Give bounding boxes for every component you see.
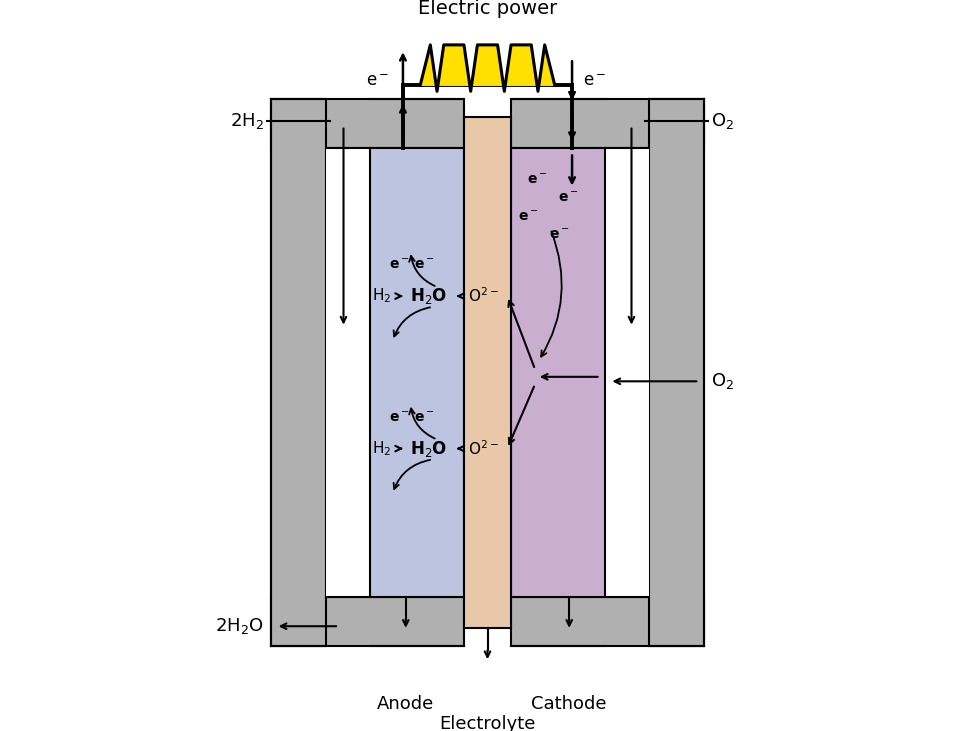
Text: H$_2$: H$_2$ [371, 287, 391, 306]
Text: O$_2$: O$_2$ [711, 371, 734, 391]
Bar [271, 99, 326, 646]
Text: O$^{2-}$: O$^{2-}$ [468, 439, 498, 458]
Text: Electrolyte: Electrolyte [440, 715, 535, 731]
Bar [511, 148, 605, 596]
Text: H$_2$: H$_2$ [371, 439, 391, 458]
Bar [649, 99, 704, 646]
Polygon shape [420, 45, 555, 91]
Bar [326, 148, 370, 596]
Text: e$^-$: e$^-$ [583, 72, 606, 90]
Text: 2H$_2$O: 2H$_2$O [215, 616, 264, 636]
Text: O$^{2-}$: O$^{2-}$ [468, 287, 498, 306]
Bar [511, 596, 704, 646]
Bar [605, 148, 649, 596]
Text: e$^-$: e$^-$ [389, 410, 410, 424]
Bar [271, 99, 464, 148]
Text: Electric power: Electric power [418, 0, 557, 18]
Bar [370, 148, 464, 596]
Bar [271, 596, 464, 646]
Text: H$_2$O: H$_2$O [410, 439, 448, 458]
Text: e$^-$: e$^-$ [367, 72, 389, 90]
Text: H$_2$O: H$_2$O [410, 286, 448, 306]
Text: Cathode: Cathode [531, 695, 607, 713]
Bar [464, 117, 511, 628]
Text: e$^-$: e$^-$ [389, 258, 410, 272]
Text: O$_2$: O$_2$ [711, 111, 734, 131]
Text: e$^-$: e$^-$ [518, 210, 538, 224]
Text: 2H$_2$: 2H$_2$ [230, 111, 264, 131]
Text: e$^-$: e$^-$ [413, 258, 434, 272]
Text: e$^-$: e$^-$ [558, 190, 578, 205]
Text: e$^-$: e$^-$ [413, 410, 434, 424]
Text: e$^-$: e$^-$ [549, 228, 569, 242]
Text: Anode: Anode [377, 695, 435, 713]
Text: e$^-$: e$^-$ [526, 173, 547, 186]
Bar [511, 99, 704, 148]
